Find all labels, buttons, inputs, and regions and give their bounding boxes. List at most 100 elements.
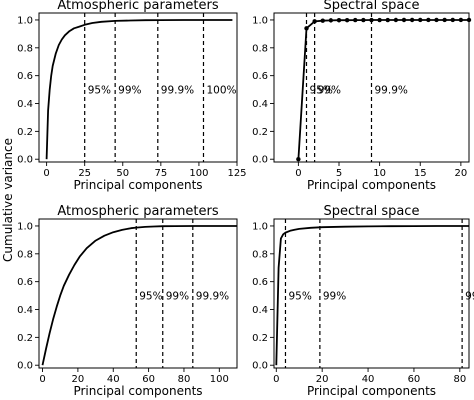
data-point	[353, 17, 358, 23]
data-point	[344, 17, 350, 23]
threshold-label: 95%	[139, 291, 162, 303]
y-tick-label: 0.2	[17, 333, 33, 344]
chart-title: Atmospheric parameters	[57, 204, 219, 219]
y-tick-label: 1.0	[252, 15, 268, 26]
data-point	[312, 19, 317, 24]
y-tick-label: 0.2	[252, 127, 268, 138]
series-line	[297, 19, 469, 160]
y-tick-label: 0.0	[252, 361, 268, 372]
threshold-label: 95%	[310, 85, 333, 97]
threshold-label: 99.9%	[375, 85, 408, 97]
y-tick-label: 0.8	[17, 249, 33, 260]
chart-title: Atmospheric parameters	[57, 0, 219, 13]
threshold-label: 99%	[118, 85, 141, 97]
threshold-label: 99%	[323, 291, 346, 303]
y-tick-label: 0.0	[252, 155, 268, 166]
y-tick-label: 0.4	[252, 305, 268, 316]
y-tick-label: 0.4	[252, 99, 268, 110]
y-tick-label: 1.0	[17, 15, 33, 26]
x-tick-label: 10	[373, 168, 386, 179]
x-tick-label: 0	[273, 374, 279, 385]
y-tick-label: 0.2	[252, 333, 268, 344]
x-axis-label: Principal components	[73, 384, 202, 398]
y-tick-label: 0.6	[17, 277, 33, 288]
y-tick-label: 1.0	[252, 221, 268, 232]
threshold-label: 99.9%	[161, 85, 194, 97]
data-point	[442, 17, 447, 23]
x-axis-label: Principal components	[307, 384, 436, 398]
data-point	[361, 17, 366, 23]
data-point	[426, 17, 431, 23]
chart-panel-1: Atmospheric parameters 0.0 0.2 0.4 0.6 0.8 1.0…	[17, 0, 246, 192]
x-tick-label: 80	[178, 374, 191, 385]
x-tick-label: 40	[107, 374, 120, 385]
plot-frame	[273, 218, 470, 369]
data-point	[336, 18, 342, 23]
data-point	[377, 17, 382, 23]
data-point	[296, 157, 301, 162]
x-tick-label: 20	[455, 168, 468, 179]
x-tick-label: 40	[362, 374, 375, 385]
x-axis-label: Principal components	[73, 178, 202, 192]
x-tick-label: 0	[43, 168, 49, 179]
x-tick-label: 60	[408, 374, 421, 385]
threshold-label: 100%	[206, 85, 236, 97]
y-tick-label: 0.4	[17, 99, 33, 110]
data-point	[328, 18, 334, 23]
threshold-label: 99.9%	[465, 291, 474, 303]
x-tick-label: 100	[189, 168, 208, 179]
chart-title: Spectral space	[324, 204, 420, 219]
data-point	[418, 17, 423, 23]
y-tick-label: 0.0	[17, 155, 33, 166]
y-tick-label: 0.8	[17, 43, 33, 54]
threshold-label: 99%	[318, 85, 341, 97]
x-tick-label: 75	[154, 168, 167, 179]
y-tick-label: 0.4	[17, 305, 33, 316]
y-tick-label: 0.0	[17, 361, 33, 372]
x-tick-label: 20	[316, 374, 329, 385]
y-tick-label: 0.8	[252, 249, 268, 260]
data-point	[450, 17, 455, 23]
plot-frame	[273, 12, 470, 163]
data-point	[385, 17, 390, 23]
threshold-label: 99%	[166, 291, 189, 303]
data-point	[409, 17, 415, 23]
data-point	[304, 26, 309, 31]
x-tick-label: 25	[78, 168, 91, 179]
x-axis-label: Principal components	[307, 178, 436, 192]
chart-panel-4: Spectral space 0.0 0.2 0.4 0.6 0.8 1.0 0 20 40 60 8…	[252, 204, 474, 398]
threshold-label: 95%	[88, 85, 111, 97]
x-tick-label: 50	[116, 168, 129, 179]
x-tick-label: 0	[295, 168, 301, 179]
plot-frame	[38, 218, 238, 369]
x-tick-label: 80	[453, 374, 466, 385]
x-tick-label: 5	[336, 168, 342, 179]
data-point	[393, 17, 399, 23]
series-line	[45, 19, 233, 160]
x-tick-label: 60	[142, 374, 155, 385]
y-tick-label: 1.0	[17, 221, 33, 232]
series-line	[275, 225, 469, 366]
threshold-label: 99.9%	[196, 291, 229, 303]
y-tick-label: 0.6	[252, 71, 268, 82]
chart-panel-3: Atmospheric parameters 0.0 0.2 0.4 0.6 0.8 1.0…	[17, 204, 238, 398]
data-point	[458, 17, 464, 23]
chart-panel-2: Spectral space 0.0 0.2 0.4 0.6 0.8 1.0 0 5 10 15 20…	[252, 0, 472, 192]
plot-frame	[38, 12, 238, 163]
data-point	[401, 17, 407, 23]
x-tick-label: 125	[227, 168, 246, 179]
y-tick-label: 0.8	[252, 43, 268, 54]
data-point	[369, 17, 374, 23]
data-point	[320, 18, 325, 23]
x-tick-label: 15	[414, 168, 427, 179]
x-tick-label: 100	[210, 374, 229, 385]
x-tick-label: 0	[39, 374, 45, 385]
series-line	[41, 225, 237, 366]
y-tick-label: 0.6	[17, 71, 33, 82]
chart-title: Spectral space	[324, 0, 420, 13]
y-tick-label: 0.6	[252, 277, 268, 288]
threshold-label: 95%	[288, 291, 311, 303]
x-tick-label: 20	[72, 374, 85, 385]
data-point	[434, 17, 439, 23]
